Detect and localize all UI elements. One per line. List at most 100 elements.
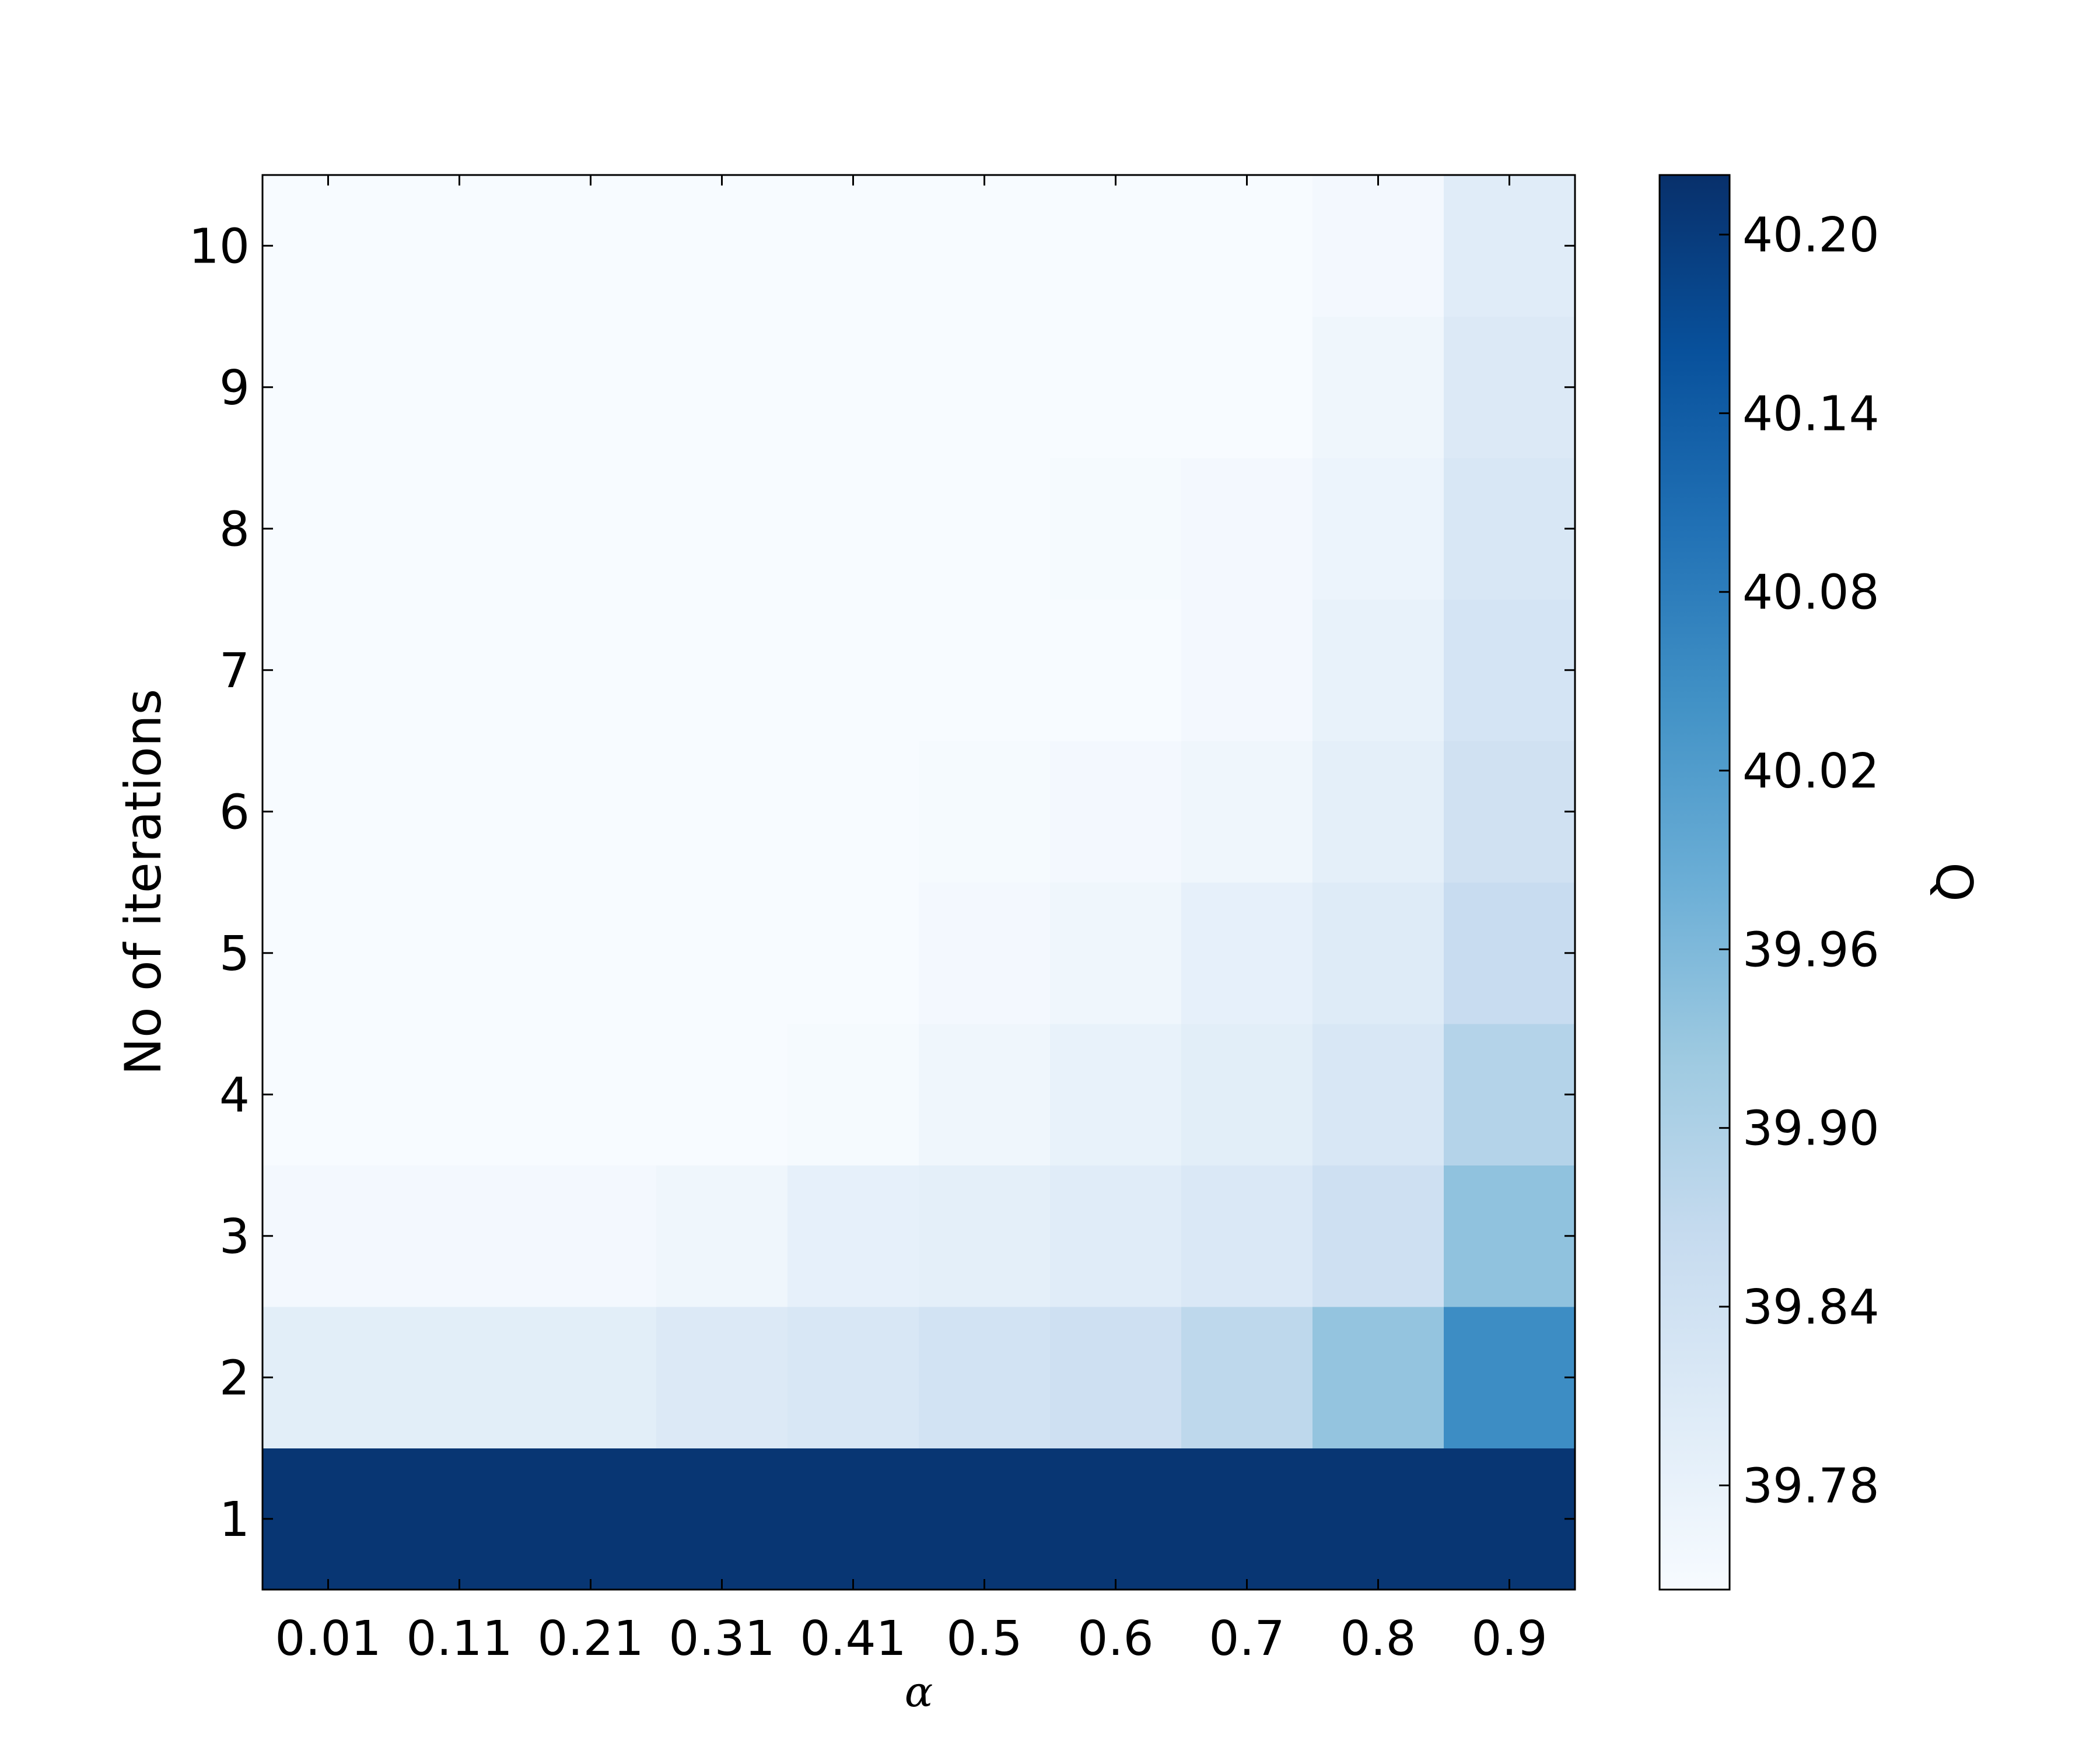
heatmap-cell	[1444, 1307, 1576, 1448]
y-tick-label: 9	[219, 360, 250, 416]
heatmap-cell	[1444, 1448, 1576, 1590]
heatmap-cell	[1312, 741, 1444, 883]
heatmap-cell	[1050, 599, 1182, 741]
heatmap-cell	[394, 1024, 526, 1166]
heatmap-cell	[525, 1165, 657, 1307]
heatmap-cell	[1181, 882, 1313, 1024]
heatmap-cell	[788, 1165, 919, 1307]
heatmap-cell	[1181, 1307, 1313, 1448]
heatmap-cell	[1312, 882, 1444, 1024]
y-tick-label: 8	[219, 502, 250, 557]
heatmap-cell	[919, 1165, 1051, 1307]
x-tick-label: 0.7	[1209, 1611, 1284, 1667]
y-tick-labels: 1 2 3 4 5 6 7 8 9 10	[189, 219, 250, 1548]
heatmap-cell	[1181, 1024, 1313, 1166]
heatmap-cell	[394, 316, 526, 459]
heatmap-cell	[919, 1024, 1051, 1166]
heatmap-cell	[1050, 741, 1182, 883]
heatmap-cell	[1050, 1024, 1182, 1166]
heatmap-cell	[788, 599, 919, 741]
heatmap-cell	[656, 1448, 788, 1590]
heatmap-cell	[394, 599, 526, 741]
colorbar-tick-label: 39.90	[1742, 1101, 1880, 1157]
heatmap-cell	[262, 1024, 394, 1166]
heatmap-cell	[919, 175, 1051, 317]
heatmap-cell	[262, 316, 394, 459]
heatmap-cell	[1312, 316, 1444, 459]
heatmap-cell	[1444, 175, 1576, 317]
heatmap-cell	[919, 1307, 1051, 1448]
heatmap-cell	[394, 175, 526, 317]
heatmap-cell	[262, 1448, 394, 1590]
heatmap-cell	[788, 741, 919, 883]
colorbar-label: Q	[1924, 862, 1983, 902]
heatmap-cell	[1050, 1448, 1182, 1590]
heatmap-cell	[525, 741, 657, 883]
heatmap-cell	[525, 1448, 657, 1590]
heatmap-cell	[394, 741, 526, 883]
heatmap-cell	[525, 599, 657, 741]
x-tick-labels: 0.01 0.11 0.21 0.31 0.41 0.5 0.6 0.7 0.8 0.9	[275, 1611, 1548, 1667]
colorbar-tick-label: 40.02	[1742, 744, 1880, 799]
heatmap-cell	[262, 1307, 394, 1448]
heatmap-cell	[1444, 882, 1576, 1024]
heatmap-cell	[1444, 741, 1576, 883]
heatmap-cell	[394, 458, 526, 600]
heatmap-cell	[788, 882, 919, 1024]
x-tick-label: 0.41	[800, 1611, 907, 1667]
heatmap-cell	[394, 1307, 526, 1448]
heatmap-cell	[919, 458, 1051, 600]
y-tick-label: 4	[219, 1068, 250, 1123]
colorbar-tick-label: 40.20	[1742, 208, 1880, 263]
heatmap-cell	[656, 175, 788, 317]
heatmap-cell	[1312, 1307, 1444, 1448]
heatmap-cell	[919, 882, 1051, 1024]
heatmap-cell	[525, 1024, 657, 1166]
heatmap-cell	[656, 741, 788, 883]
heatmap-cell	[788, 175, 919, 317]
heatmap-cell	[1312, 1024, 1444, 1166]
heatmap-cell	[262, 1165, 394, 1307]
colorbar-tick-label: 40.08	[1742, 565, 1880, 621]
heatmap-cell	[1181, 316, 1313, 459]
heatmap-cell	[1444, 316, 1576, 459]
heatmap-cell	[1312, 458, 1444, 600]
heatmap-cell	[394, 1165, 526, 1307]
y-tick-label: 3	[219, 1209, 250, 1265]
heatmap-cell	[788, 1307, 919, 1448]
heatmap-cell	[1312, 599, 1444, 741]
x-tick-label: 0.9	[1471, 1611, 1547, 1667]
heatmap-cell	[394, 1448, 526, 1590]
x-axis-label: α	[905, 1667, 933, 1716]
colorbar-tick-label: 39.78	[1742, 1458, 1880, 1514]
heatmap-cell	[788, 1448, 919, 1590]
heatmap-cell	[1050, 175, 1182, 317]
heatmap-cell	[1050, 458, 1182, 600]
heatmap-cell	[1181, 1448, 1313, 1590]
heatmap-cell	[656, 458, 788, 600]
heatmap-cell	[1444, 458, 1576, 600]
heatmap-cell	[788, 316, 919, 459]
colorbar	[1658, 174, 1731, 1591]
heatmap-cells	[262, 175, 1576, 1590]
heatmap-cell	[525, 175, 657, 317]
heatmap-cell	[262, 882, 394, 1024]
heatmap-cell	[656, 316, 788, 459]
heatmap-cell	[1050, 882, 1182, 1024]
x-tick-label: 0.6	[1077, 1611, 1153, 1667]
heatmap-cell	[1050, 316, 1182, 459]
heatmap-cell	[262, 741, 394, 883]
colorbar-tick-label: 39.96	[1742, 922, 1880, 978]
x-tick-label: 0.01	[275, 1611, 382, 1667]
heatmap-cell	[525, 882, 657, 1024]
heatmap-cell	[262, 599, 394, 741]
heatmap-cell	[919, 1448, 1051, 1590]
plot-area-frame	[261, 174, 1576, 1591]
heatmap-cell	[656, 599, 788, 741]
x-tick-label: 0.5	[946, 1611, 1022, 1667]
heatmap-cell	[919, 741, 1051, 883]
heatmap-cell	[1312, 1448, 1444, 1590]
heatmap-cell	[1181, 741, 1313, 883]
heatmap-cell	[656, 1307, 788, 1448]
